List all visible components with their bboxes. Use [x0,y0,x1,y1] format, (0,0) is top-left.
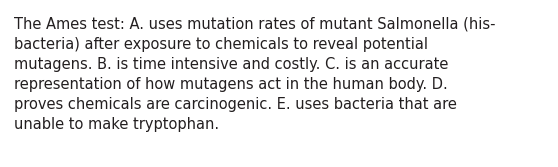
Text: The Ames test: A. uses mutation rates of mutant Salmonella (his-
bacteria) after: The Ames test: A. uses mutation rates of… [14,17,496,132]
